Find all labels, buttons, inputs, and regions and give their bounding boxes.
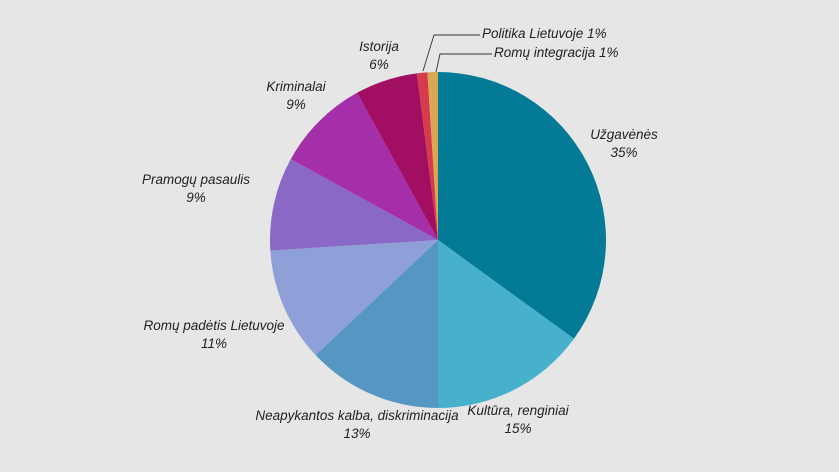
slice-percent-0: 35% — [610, 145, 637, 160]
slice-percent-4: 9% — [186, 190, 206, 205]
pie-slice-2 — [315, 240, 438, 408]
slice-percent-3: 11% — [201, 336, 227, 351]
slice-label-3: Romų padėtis Lietuvoje — [143, 318, 284, 333]
pie-slice-1 — [438, 240, 574, 408]
slice-label-7: Politika Lietuvoje 1% — [482, 26, 607, 41]
leader-line-8 — [435, 53, 492, 73]
slice-label-2: Neapykantos kalba, diskriminacija — [255, 408, 459, 423]
pie-slice-4 — [270, 159, 438, 251]
slice-label-4: Pramogų pasaulis — [142, 172, 250, 187]
slice-label-5: Kriminalai — [266, 79, 326, 94]
pie-slice-0 — [438, 72, 606, 339]
slice-label-6: Istorija — [359, 39, 399, 54]
pie-slice-6 — [357, 73, 438, 240]
slice-percent-5: 9% — [286, 97, 306, 112]
pie-slice-8 — [427, 72, 438, 240]
slice-label-8: Romų integracija 1% — [494, 45, 619, 60]
pie-slice-7 — [416, 72, 438, 240]
pie-slice-5 — [290, 92, 438, 240]
pie-slice-3 — [270, 240, 438, 356]
slice-label-1: Kultūra, renginiai — [467, 403, 569, 418]
slice-percent-2: 13% — [343, 426, 370, 441]
slice-percent-1: 15% — [504, 421, 531, 436]
slice-label-0: Užgavėnės — [590, 127, 658, 142]
leader-line-7 — [422, 34, 480, 72]
slice-percent-6: 6% — [369, 57, 389, 72]
